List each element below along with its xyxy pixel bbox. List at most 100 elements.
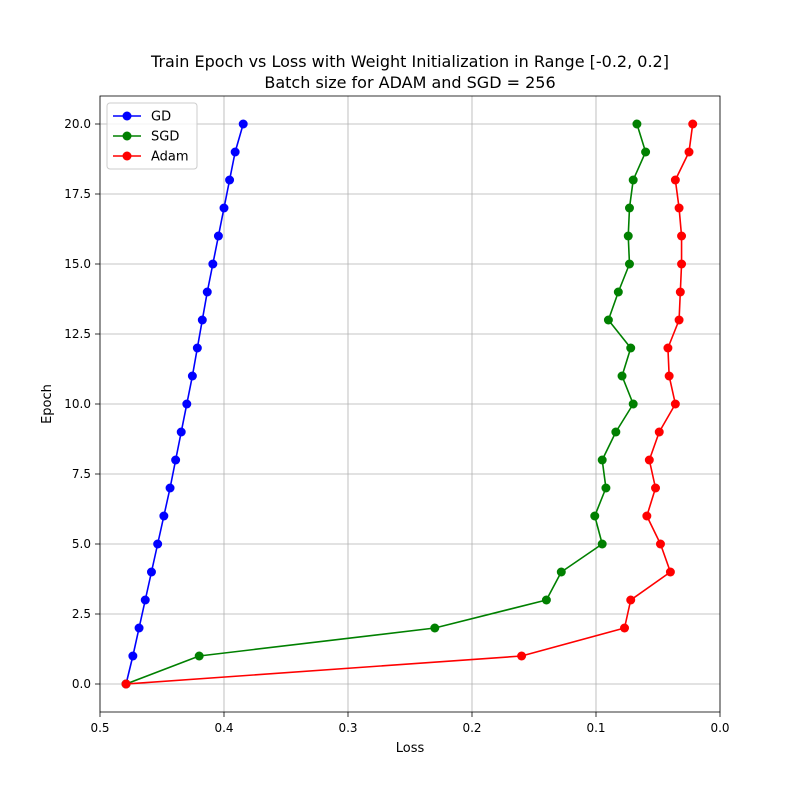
x-tick-label: 0.1	[586, 721, 605, 735]
data-point-gd	[153, 539, 163, 549]
data-point-gd	[238, 119, 248, 129]
y-axis-label: Epoch	[40, 384, 55, 424]
legend-marker-sgd	[122, 131, 132, 141]
data-point-gd	[176, 427, 186, 437]
data-point-adam	[655, 539, 665, 549]
x-tick-label: 0.5	[90, 721, 109, 735]
data-point-adam	[644, 455, 654, 465]
series-adam	[121, 119, 698, 689]
legend-label-sgd: SGD	[151, 130, 179, 145]
data-point-sgd	[541, 595, 551, 605]
data-point-adam	[677, 231, 687, 241]
data-point-adam	[675, 287, 685, 297]
x-axis-label: Loss	[396, 741, 425, 756]
data-point-sgd	[626, 343, 636, 353]
data-point-sgd	[556, 567, 566, 577]
y-axis-ticks: 0.0 2.5 5.0 7.5 10.0 12.5 15.0 17.5 20.0	[64, 117, 100, 691]
data-point-gd	[208, 259, 218, 269]
legend-item-sgd: SGD	[113, 130, 179, 145]
data-point-gd	[165, 483, 175, 493]
data-point-adam	[674, 315, 684, 325]
data-point-sgd	[613, 287, 623, 297]
data-point-adam	[642, 511, 652, 521]
y-tick-label: 7.5	[72, 467, 91, 481]
data-point-sgd	[590, 511, 600, 521]
grid	[99, 96, 721, 712]
data-point-sgd	[611, 427, 621, 437]
legend-label-adam: Adam	[151, 150, 189, 165]
data-point-gd	[134, 623, 144, 633]
data-point-adam	[677, 259, 687, 269]
data-point-sgd	[624, 203, 634, 213]
x-tick-label: 0.2	[462, 721, 481, 735]
data-point-sgd	[194, 651, 204, 661]
data-point-gd	[192, 343, 202, 353]
x-tick-label: 0.3	[338, 721, 357, 735]
x-tick-label: 0.4	[214, 721, 233, 735]
series-group	[121, 119, 698, 689]
data-point-sgd	[430, 623, 440, 633]
y-tick-label: 12.5	[64, 327, 91, 341]
data-point-adam	[674, 203, 684, 213]
data-point-adam	[670, 399, 680, 409]
data-point-gd	[128, 651, 138, 661]
y-tick-label: 10.0	[64, 397, 91, 411]
y-tick-label: 20.0	[64, 117, 91, 131]
y-tick-label: 0.0	[72, 677, 91, 691]
data-point-adam	[626, 595, 636, 605]
data-point-adam	[620, 623, 630, 633]
data-point-adam	[654, 427, 664, 437]
data-point-sgd	[601, 483, 611, 493]
data-point-sgd	[628, 399, 638, 409]
legend-label-gd: GD	[151, 110, 171, 125]
legend-marker-gd	[122, 111, 132, 121]
series-gd	[121, 119, 248, 689]
data-point-gd	[171, 455, 181, 465]
y-tick-label: 5.0	[72, 537, 91, 551]
data-point-gd	[140, 595, 150, 605]
legend: GD SGD Adam	[106, 102, 198, 170]
chart-title: Train Epoch vs Loss with Weight Initiali…	[150, 52, 669, 71]
y-tick-label: 15.0	[64, 257, 91, 271]
legend-item-gd: GD	[113, 110, 171, 125]
legend-marker-adam	[122, 151, 132, 161]
data-point-gd	[182, 399, 192, 409]
series-sgd	[121, 119, 651, 689]
x-axis-ticks: 0.5 0.4 0.3 0.2 0.1 0.0	[90, 712, 730, 735]
data-point-sgd	[597, 539, 607, 549]
data-point-adam	[665, 567, 675, 577]
legend-item-adam: Adam	[113, 150, 189, 165]
data-point-adam	[684, 147, 694, 157]
x-tick-label: 0.0	[710, 721, 729, 735]
data-point-sgd	[597, 455, 607, 465]
y-tick-label: 2.5	[72, 607, 91, 621]
data-point-gd	[213, 231, 223, 241]
data-point-gd	[187, 371, 197, 381]
data-point-gd	[202, 287, 212, 297]
data-point-adam	[651, 483, 661, 493]
data-point-sgd	[628, 175, 638, 185]
data-point-adam	[663, 343, 673, 353]
data-point-adam	[121, 679, 131, 689]
data-point-gd	[225, 175, 235, 185]
data-point-gd	[159, 511, 169, 521]
data-point-gd	[219, 203, 229, 213]
data-point-sgd	[617, 371, 627, 381]
data-point-sgd	[641, 147, 651, 157]
data-point-gd	[230, 147, 240, 157]
data-point-adam	[517, 651, 527, 661]
data-point-sgd	[632, 119, 642, 129]
data-point-sgd	[623, 231, 633, 241]
data-point-adam	[664, 371, 674, 381]
data-point-sgd	[603, 315, 613, 325]
legend-items: GD SGD Adam	[113, 110, 189, 165]
chart-subtitle: Batch size for ADAM and SGD = 256	[264, 73, 555, 92]
data-point-adam	[688, 119, 698, 129]
y-tick-label: 17.5	[64, 187, 91, 201]
data-point-sgd	[624, 259, 634, 269]
data-point-adam	[670, 175, 680, 185]
data-point-gd	[197, 315, 207, 325]
data-point-gd	[146, 567, 156, 577]
